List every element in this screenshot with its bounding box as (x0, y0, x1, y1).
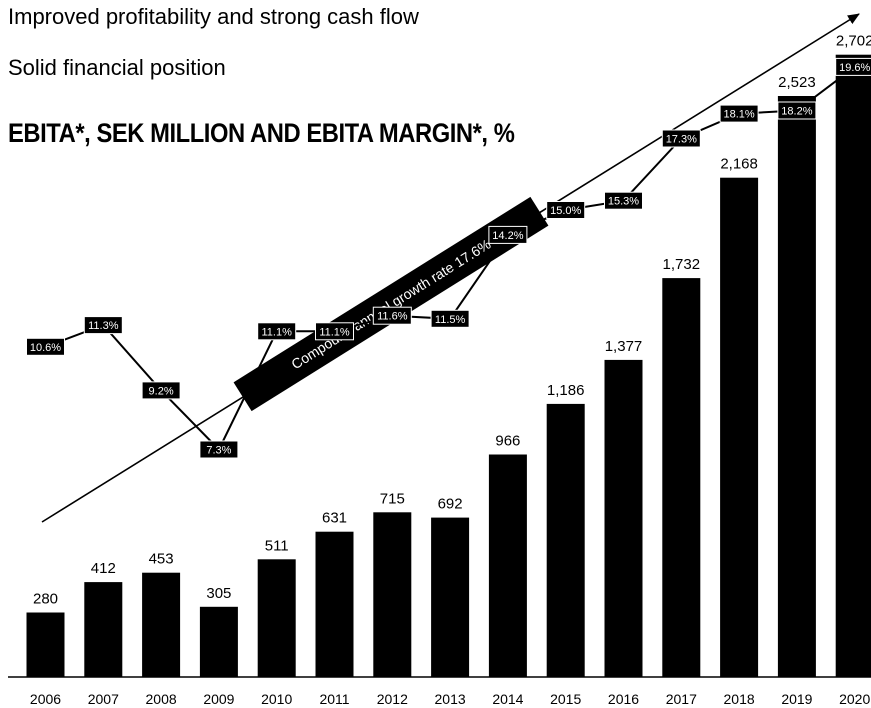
bar-2014 (488, 454, 527, 677)
x-tick-label-2018: 2018 (724, 691, 755, 707)
bar-value-label-2007: 412 (91, 560, 116, 577)
x-tick-label-2009: 2009 (203, 691, 234, 707)
subheadline: Solid financial position (8, 55, 226, 80)
bar-value-label-2009: 305 (206, 585, 231, 602)
margin-label-2018: 18.1% (723, 109, 754, 121)
margin-label-box-2008 (141, 381, 181, 400)
bar-2008 (142, 572, 181, 677)
margin-label-2011: 11.1% (319, 326, 350, 338)
margin-label-box-2010 (257, 322, 297, 341)
margin-label-2017: 17.3% (666, 134, 697, 146)
bar-value-label-2017: 1,732 (663, 256, 701, 273)
x-tick-label-2013: 2013 (435, 691, 466, 707)
margin-label-box-2016 (604, 191, 643, 210)
x-tick-label-2017: 2017 (666, 691, 697, 707)
x-tick-label-2019: 2019 (781, 691, 812, 707)
bar-value-label-2006: 280 (33, 591, 58, 608)
bar-2013 (431, 517, 470, 677)
margin-label-2008: 9.2% (149, 385, 174, 397)
margin-label-2020: 19.6% (839, 62, 870, 74)
bar-value-label-2010: 511 (265, 537, 289, 554)
x-tick-label-2011: 2011 (319, 691, 349, 707)
bar-value-label-2011: 631 (322, 510, 347, 527)
x-tick-label-2007: 2007 (88, 691, 119, 707)
bar-2015 (546, 403, 585, 677)
bar-value-label-2008: 453 (149, 551, 174, 568)
bar-2016 (604, 359, 643, 677)
x-tick-label-2020: 2020 (839, 691, 870, 707)
margin-label-2012: 11.6% (377, 311, 408, 323)
bar-value-label-2018: 2,168 (720, 156, 758, 173)
margin-label-box-2017 (661, 129, 701, 148)
x-tick-label-2006: 2006 (30, 691, 61, 707)
bar-2009 (199, 606, 238, 677)
margin-label-2006: 10.6% (30, 342, 61, 354)
x-tick-label-2016: 2016 (608, 691, 639, 707)
margin-label-box-2006 (26, 337, 65, 356)
bar-value-label-2014: 966 (495, 433, 520, 450)
cagr-label: Compound annual growth rate 17.6% (288, 236, 493, 372)
bar-value-label-2019: 2,523 (778, 74, 816, 91)
margin-label-box-2014 (488, 225, 528, 244)
margin-label-2007: 11.3% (88, 320, 119, 332)
bar-value-label-2013: 692 (438, 496, 463, 513)
margin-label-2015: 15.0% (550, 205, 581, 217)
bar-2017 (662, 278, 701, 677)
margin-label-box-2015 (546, 201, 586, 219)
margin-label-box-2011 (315, 322, 354, 341)
bar-2020 (835, 54, 871, 677)
bar-2010 (257, 559, 296, 677)
x-tick-label-2015: 2015 (550, 691, 581, 707)
bar-2012 (373, 512, 412, 677)
bar-2007 (84, 582, 123, 677)
margin-label-box-2009 (199, 440, 239, 459)
bar-value-label-2016: 1,377 (605, 338, 643, 355)
bar-2006 (26, 612, 65, 677)
margin-label-2014: 14.2% (492, 230, 523, 242)
bar-value-label-2015: 1,186 (547, 382, 585, 399)
margin-label-2010: 11.1% (262, 326, 293, 338)
margin-label-2013: 11.5% (435, 314, 466, 326)
margin-label-box-2018 (719, 104, 759, 123)
x-tick-label-2010: 2010 (261, 691, 292, 707)
bar-2018 (720, 177, 759, 677)
bar-value-label-2012: 715 (380, 490, 405, 507)
margin-label-box-2012 (372, 306, 412, 325)
cagr-label-box (233, 196, 549, 412)
margin-label-2016: 15.3% (608, 196, 639, 208)
bar-2011 (315, 531, 354, 677)
margin-label-box-2007 (83, 316, 123, 335)
margin-label-box-2020 (835, 57, 871, 76)
headline: Improved profitability and strong cash f… (8, 4, 419, 29)
x-tick-label-2014: 2014 (492, 691, 523, 707)
margin-label-box-2013 (430, 309, 470, 328)
bar-2019 (777, 96, 816, 677)
margin-label-box-2019 (777, 101, 817, 120)
margin-label-2009: 7.3% (206, 445, 231, 457)
x-tick-label-2008: 2008 (146, 691, 177, 707)
bar-value-label-2020: 2,702 (836, 33, 871, 50)
x-tick-label-2012: 2012 (377, 691, 408, 707)
margin-label-2019: 18.2% (781, 106, 812, 118)
chart-title: EBITA*, SEK MILLION AND EBITA MARGIN*, % (8, 118, 515, 148)
